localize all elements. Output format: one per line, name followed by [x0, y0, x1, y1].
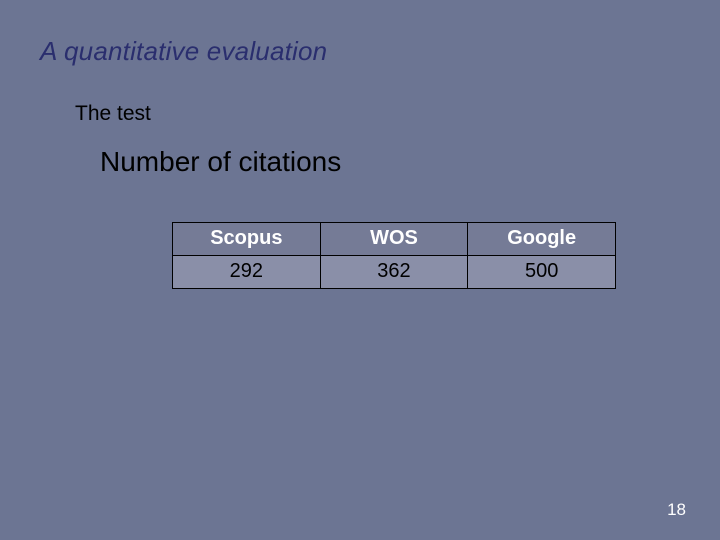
page-number: 18	[667, 500, 686, 520]
table-header-row: Scopus WOS Google	[173, 223, 616, 256]
cell-wos-value: 362	[320, 256, 468, 289]
citations-table-wrap: Scopus WOS Google 292 362 500	[172, 222, 616, 289]
slide-subtitle: The test	[75, 102, 151, 126]
col-header-google: Google	[468, 223, 616, 256]
table-row: 292 362 500	[173, 256, 616, 289]
col-header-scopus: Scopus	[173, 223, 321, 256]
cell-google-value: 500	[468, 256, 616, 289]
citations-table: Scopus WOS Google 292 362 500	[172, 222, 616, 289]
col-header-wos: WOS	[320, 223, 468, 256]
slide-title: A quantitative evaluation	[40, 36, 327, 67]
slide-heading: Number of citations	[100, 146, 341, 178]
cell-scopus-value: 292	[173, 256, 321, 289]
